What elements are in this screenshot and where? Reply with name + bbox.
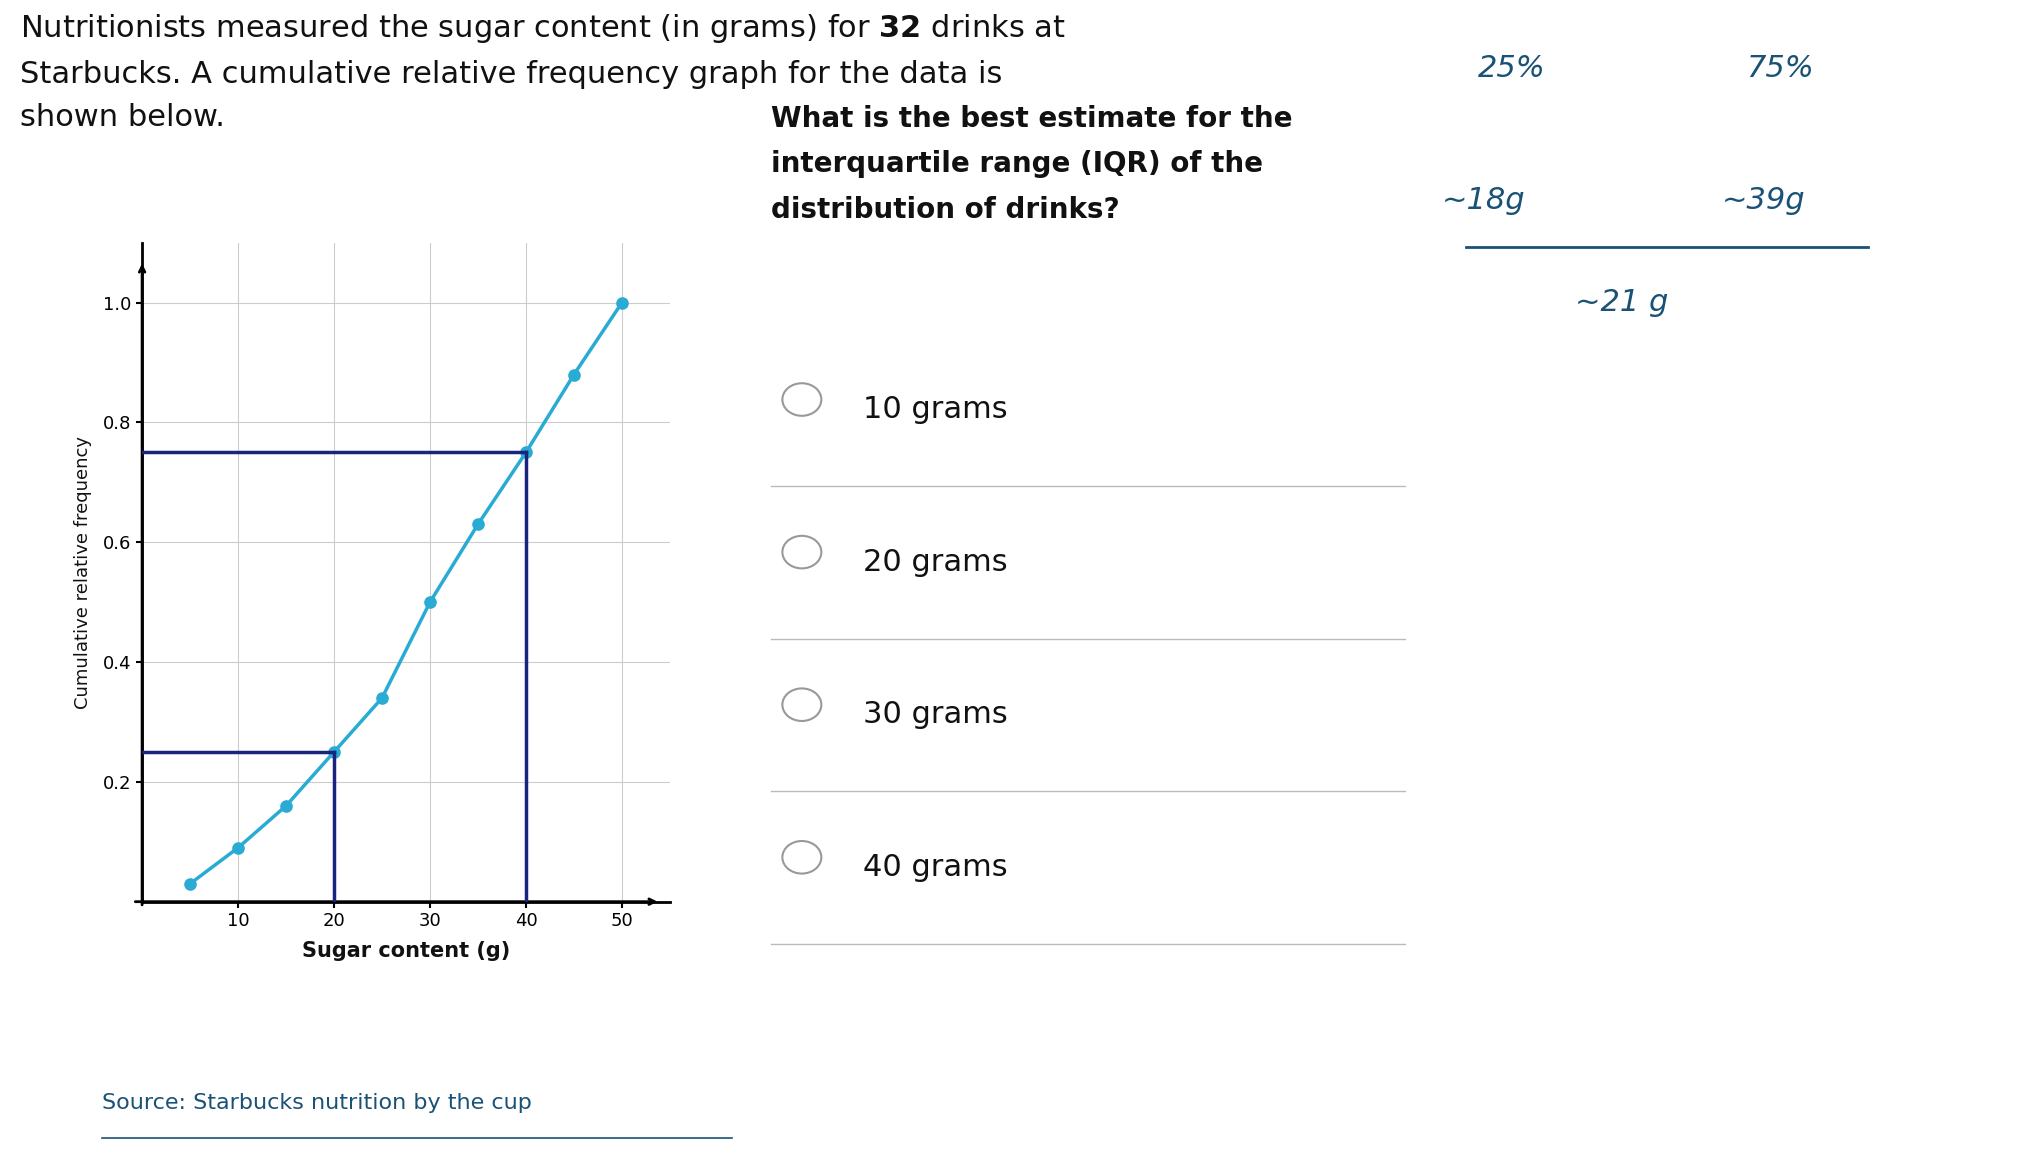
Point: [365, 689, 398, 707]
Text: 25%: 25%: [1478, 53, 1545, 82]
Point: [221, 838, 254, 857]
Point: [558, 365, 591, 384]
Text: ~39g: ~39g: [1721, 186, 1805, 215]
Point: [461, 516, 493, 534]
Point: [510, 443, 542, 461]
Point: [319, 742, 351, 761]
Text: 40 grams: 40 grams: [863, 853, 1007, 882]
Text: What is the best estimate for the
interquartile range (IQR) of the
distribution : What is the best estimate for the interq…: [771, 104, 1293, 224]
Point: [605, 294, 637, 312]
X-axis label: Sugar content (g): Sugar content (g): [302, 941, 510, 961]
Point: [270, 796, 302, 815]
Point: [414, 593, 447, 612]
Y-axis label: Cumulative relative frequency: Cumulative relative frequency: [73, 436, 91, 709]
Text: 75%: 75%: [1746, 53, 1813, 82]
Text: 30 grams: 30 grams: [863, 701, 1007, 729]
Point: [175, 874, 207, 892]
Text: 10 grams: 10 grams: [863, 395, 1007, 424]
Text: ~21 g: ~21 g: [1575, 288, 1669, 317]
Text: 20 grams: 20 grams: [863, 548, 1007, 577]
Text: Nutritionists measured the sugar content (in grams) for $\bf{32}$ drinks at
Star: Nutritionists measured the sugar content…: [20, 12, 1066, 133]
Text: Source: Starbucks nutrition by the cup: Source: Starbucks nutrition by the cup: [102, 1092, 532, 1113]
Text: ~18g: ~18g: [1441, 186, 1525, 215]
